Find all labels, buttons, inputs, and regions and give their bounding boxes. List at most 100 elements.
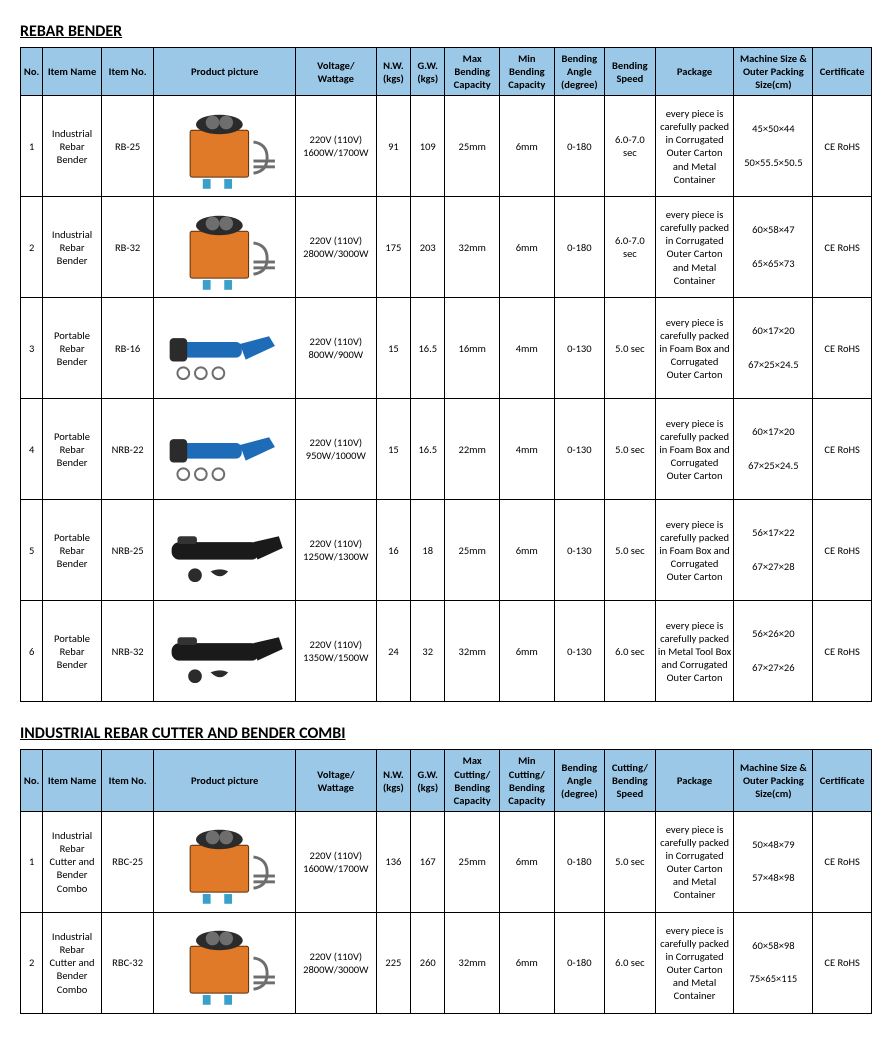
product-image-icon [156,204,292,292]
cell-item-no: NRB-25 [101,500,154,601]
cell-item-name: Industrial Rebar Cutter and Bender Combo [43,811,102,912]
cell-voltage-wattage: 220V (110V) 2800W/3000W [295,197,376,298]
cell-min-capacity: 6mm [500,500,555,601]
table-header-cell: Max Bending Capacity [445,48,500,96]
cell-size: 60×17×2067×25×24.5 [734,298,813,399]
cell-speed: 5.0 sec [605,399,656,500]
cell-item-no: RBC-32 [101,912,154,1013]
cell-min-capacity: 6mm [500,912,555,1013]
cell-no: 4 [21,399,43,500]
product-image-icon [156,919,292,1007]
cell-max-capacity: 32mm [445,912,500,1013]
cell-no: 3 [21,298,43,399]
cell-package: every piece is carefully packed in Corru… [655,912,734,1013]
table-header-cell: Min Bending Capacity [500,48,555,96]
cell-voltage-wattage: 220V (110V) 950W/1000W [295,399,376,500]
cell-angle: 0-130 [554,500,605,601]
product-image-icon [156,507,292,595]
cell-item-name: Industrial Rebar Cutter and Bender Combo [43,912,102,1013]
cell-item-no: NRB-32 [101,601,154,702]
cell-nw: 24 [376,601,410,702]
table-header-cell: Item Name [43,750,102,812]
cell-speed: 5.0 sec [605,298,656,399]
cell-max-capacity: 25mm [445,811,500,912]
product-image-icon [156,608,292,696]
cell-min-capacity: 4mm [500,298,555,399]
spec-table: No.Item NameItem No.Product pictureVolta… [20,749,872,1014]
cell-product-picture [154,96,295,197]
cell-angle: 0-180 [554,912,605,1013]
table-header-cell: Item Name [43,48,102,96]
table-row: 5Portable Rebar BenderNRB-25 220V (110V)… [21,500,872,601]
cell-certificate: CE RoHS [813,197,872,298]
table-header-cell: Voltage/ Wattage [295,750,376,812]
table-header-cell: Voltage/ Wattage [295,48,376,96]
table-header-cell: G.W. (kgs) [411,750,445,812]
cell-max-capacity: 32mm [445,197,500,298]
cell-speed: 6.0 sec [605,601,656,702]
cell-item-name: Portable Rebar Bender [43,500,102,601]
table-header-cell: Item No. [101,750,154,812]
cell-gw: 109 [411,96,445,197]
cell-voltage-wattage: 220V (110V) 2800W/3000W [295,912,376,1013]
cell-gw: 16.5 [411,298,445,399]
product-image-icon [156,305,292,393]
table-header-cell: Machine Size & Outer Packing Size(cm) [734,750,813,812]
cell-product-picture [154,811,295,912]
cell-package: every piece is carefully packed in Corru… [655,96,734,197]
cell-product-picture [154,912,295,1013]
table-header-row: No.Item NameItem No.Product pictureVolta… [21,750,872,812]
cell-max-capacity: 25mm [445,500,500,601]
cell-item-name: Portable Rebar Bender [43,298,102,399]
cell-nw: 225 [376,912,410,1013]
cell-gw: 203 [411,197,445,298]
table-header-cell: N.W. (kgs) [376,48,410,96]
table-row: 4Portable Rebar BenderNRB-22 220V (110V)… [21,399,872,500]
cell-size: 60×58×4765×65×73 [734,197,813,298]
cell-angle: 0-130 [554,298,605,399]
cell-size: 60×58×9875×65×115 [734,912,813,1013]
cell-item-name: Portable Rebar Bender [43,399,102,500]
cell-gw: 260 [411,912,445,1013]
table-header-cell: G.W. (kgs) [411,48,445,96]
cell-max-capacity: 25mm [445,96,500,197]
table-header-cell: Certificate [813,48,872,96]
cell-certificate: CE RoHS [813,96,872,197]
cell-gw: 18 [411,500,445,601]
cell-voltage-wattage: 220V (110V) 800W/900W [295,298,376,399]
cell-voltage-wattage: 220V (110V) 1600W/1700W [295,811,376,912]
table-header-cell: Item No. [101,48,154,96]
cell-no: 1 [21,96,43,197]
table-row: 2Industrial Rebar BenderRB-32 220V (110V… [21,197,872,298]
table-header-cell: Bending Angle (degree) [554,750,605,812]
cell-speed: 6.0 sec [605,912,656,1013]
cell-package: every piece is carefully packed in Corru… [655,811,734,912]
table-header-cell: Cutting/ Bending Speed [605,750,656,812]
cell-speed: 6.0-7.0 sec [605,197,656,298]
cell-item-no: RB-16 [101,298,154,399]
cell-item-no: RBC-25 [101,811,154,912]
cell-angle: 0-130 [554,399,605,500]
table-header-cell: Package [655,750,734,812]
cell-min-capacity: 6mm [500,811,555,912]
cell-nw: 15 [376,399,410,500]
cell-angle: 0-180 [554,197,605,298]
cell-nw: 16 [376,500,410,601]
table-header-cell: Bending Angle (degree) [554,48,605,96]
cell-item-name: Portable Rebar Bender [43,601,102,702]
cell-no: 2 [21,912,43,1013]
table-row: 3Portable Rebar BenderRB-16 220V (110V) … [21,298,872,399]
cell-package: every piece is carefully packed in Foam … [655,500,734,601]
cell-gw: 16.5 [411,399,445,500]
cell-min-capacity: 6mm [500,96,555,197]
table-header-cell: Max Cutting/ Bending Capacity [445,750,500,812]
product-image-icon [156,103,292,191]
table-row: 1Industrial Rebar Cutter and Bender Comb… [21,811,872,912]
cell-angle: 0-180 [554,811,605,912]
table-header-cell: Min Cutting/ Bending Capacity [500,750,555,812]
cell-item-name: Industrial Rebar Bender [43,197,102,298]
table-header-row: No.Item NameItem No.Product pictureVolta… [21,48,872,96]
cell-size: 56×17×2267×27×28 [734,500,813,601]
section-title: REBAR BENDER [20,22,872,41]
product-image-icon [156,406,292,494]
